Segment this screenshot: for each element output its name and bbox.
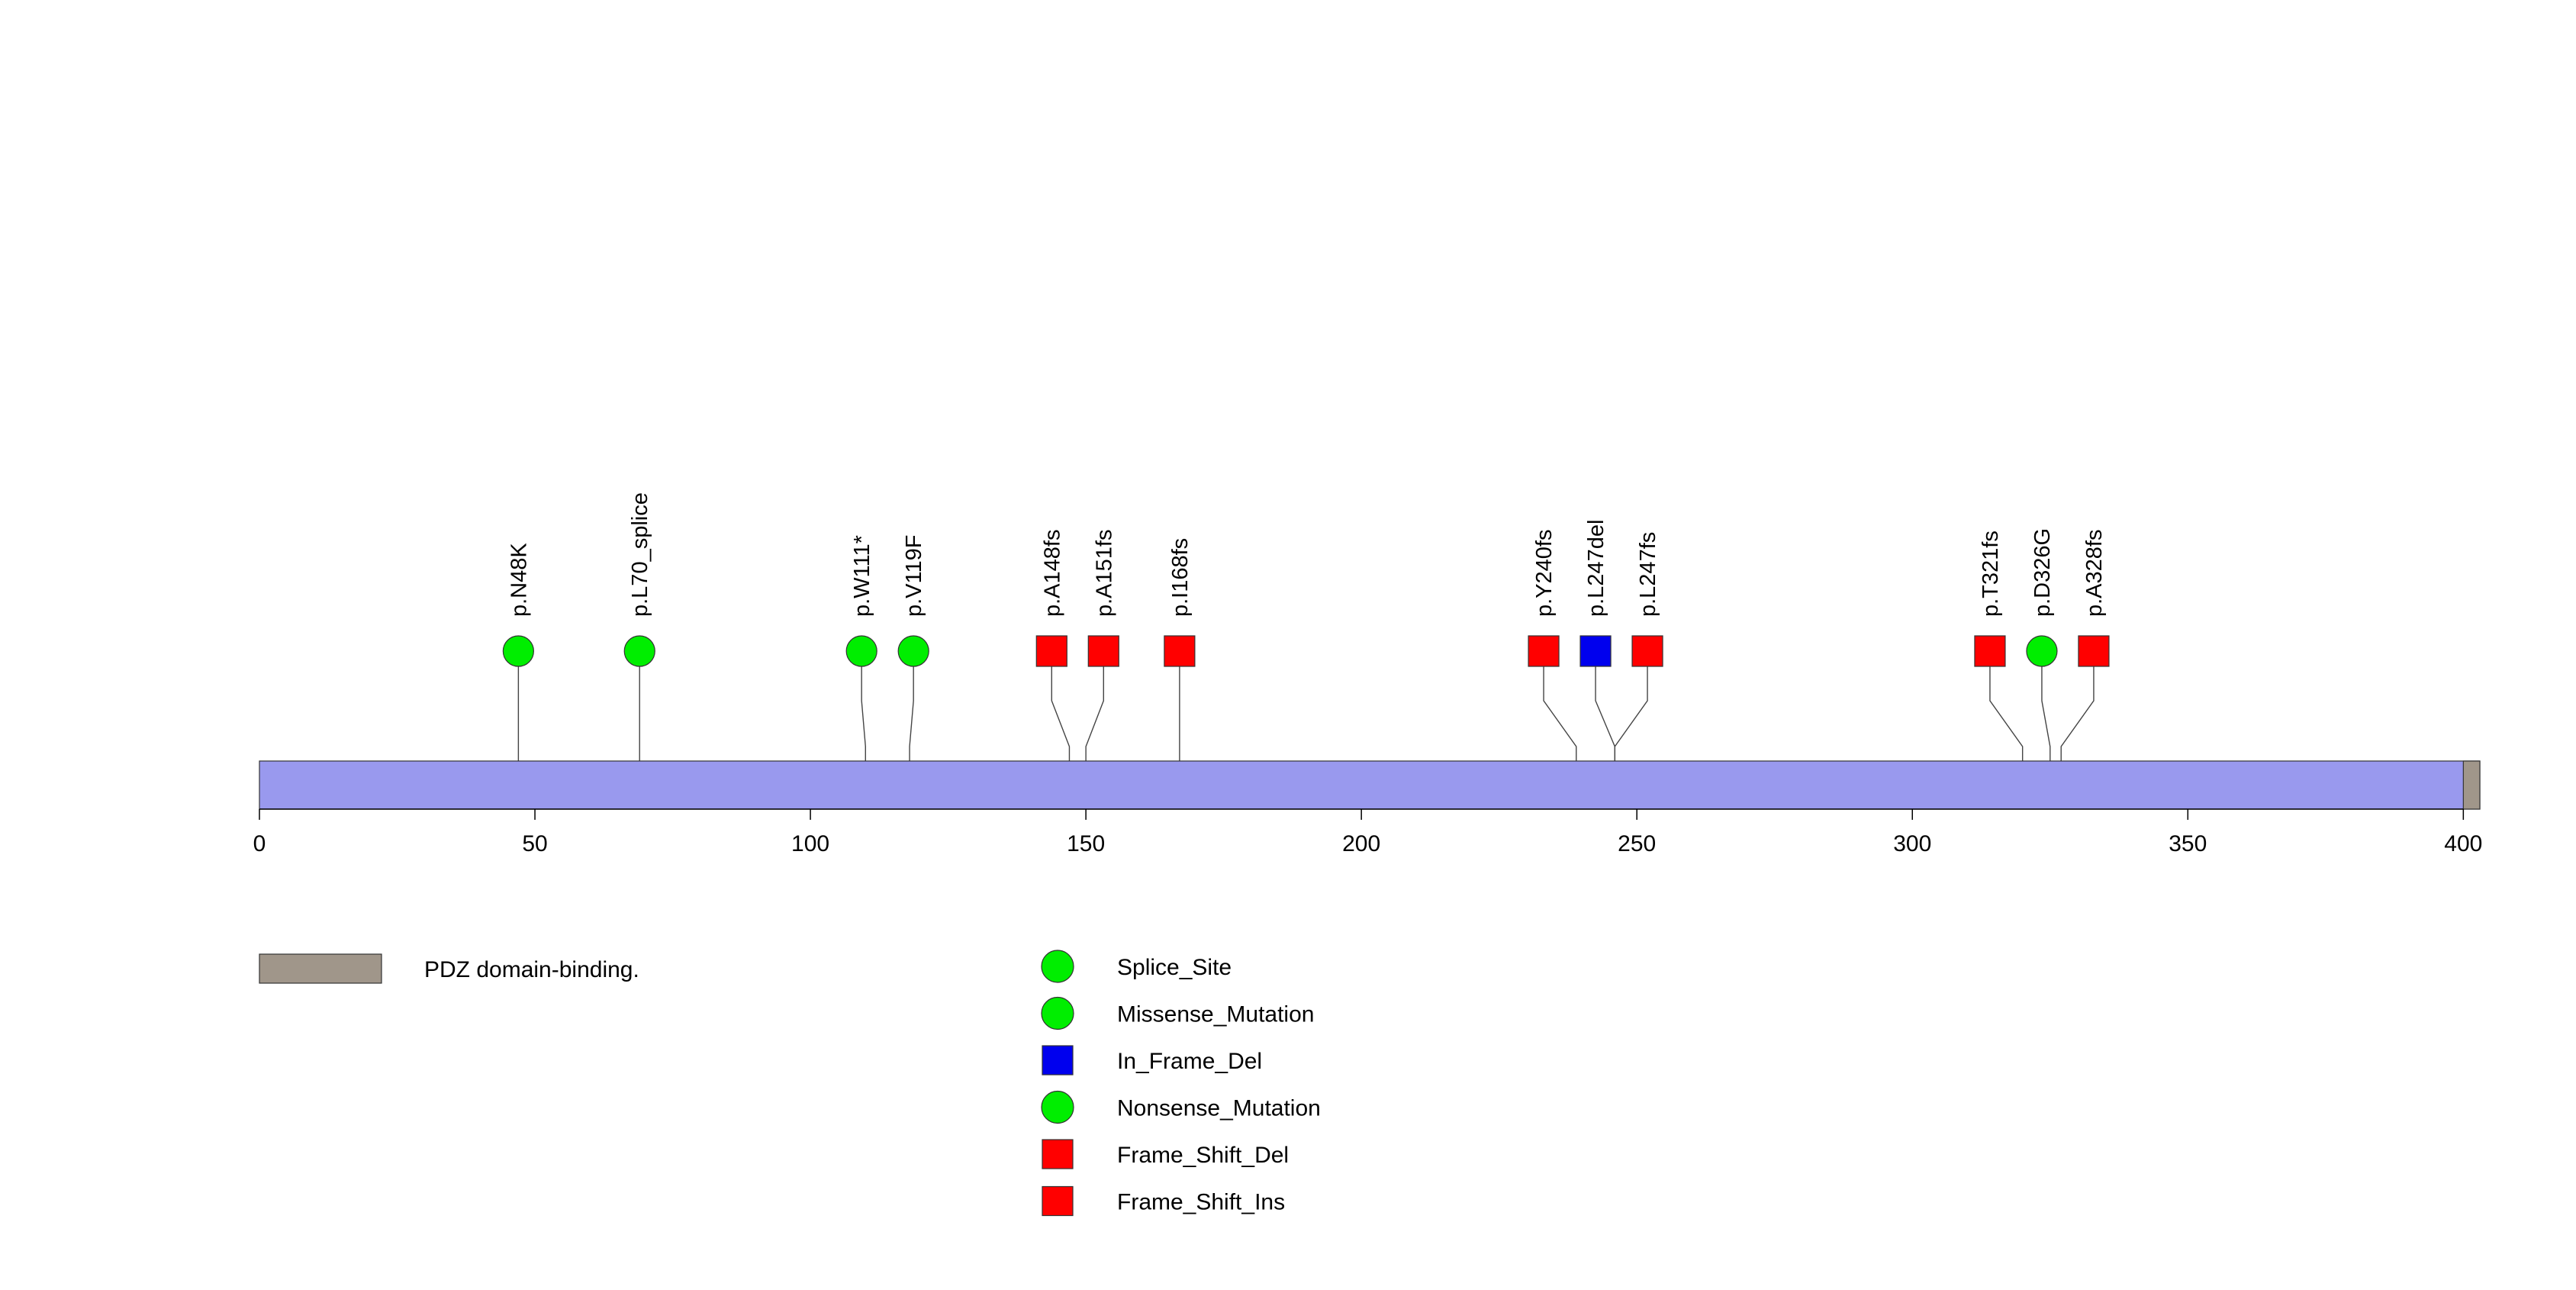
mutation-labels-layer: p.N48K p.L70_splice p.W111* p.V119F p.A148fs… [507,492,2107,617]
mutation-marker-square [2078,635,2110,667]
mutation-label: p.V119F [902,535,926,617]
legend-marker-square [1042,1185,1074,1217]
mutation-marker-circle [502,635,534,667]
domain-legend-swatch [259,953,382,984]
mutation-label: p.A148fs [1040,530,1064,617]
legend-marker-square [1042,1139,1074,1169]
mutation-label: p.L70_splice [628,492,652,617]
legend-label: Frame_Shift_Ins [1117,1190,1285,1215]
legend-label: Frame_Shift_Del [1117,1143,1289,1168]
legend-label: Splice_Site [1117,955,1232,980]
x-tick-label: 300 [1893,831,1931,856]
legend-marker-square [1042,1045,1074,1076]
mutation-label: p.W111* [850,535,874,617]
mutation-marker-square [1528,635,1560,667]
legend-label: In_Frame_Del [1117,1049,1262,1074]
x-tick-label: 50 [522,831,547,856]
mutation-marker-circle [897,635,929,667]
x-tick-label: 250 [1618,831,1656,856]
protein-backbone [259,760,2481,810]
mutation-label: p.T321fs [1979,531,2003,617]
legend-label: Missense_Mutation [1117,1002,1314,1027]
mutation-marker-square [1974,635,2006,667]
legend-marker-circle [1041,996,1074,1030]
x-axis: 0 50 100 150 200 250 300 350 400 [253,808,2482,856]
domain-legend-label: PDZ domain-binding. [424,957,639,982]
x-tick-label: 200 [1342,831,1380,856]
mutation-label: p.Y240fs [1532,530,1557,617]
mutation-marker-square [1579,635,1612,667]
x-tick-label: 150 [1067,831,1105,856]
x-tick-label: 100 [791,831,829,856]
x-tick-label: 0 [253,831,266,856]
mutation-label: p.A328fs [2082,530,2107,617]
protein-layer [259,760,2481,810]
mutation-marker-square [1035,635,1067,667]
legend-marker-circle [1041,950,1074,983]
legend-marker-circle [1041,1090,1074,1124]
x-tick-label: 350 [2169,831,2207,856]
mutation-marker-square [1164,635,1196,667]
mutation-marker-square [1631,635,1663,667]
mutation-marker-circle [845,635,877,667]
mutation-label: p.N48K [507,543,531,617]
mutation-label: p.D326G [2030,528,2055,617]
mutation-label: p.L247del [1584,520,1608,617]
mutation-label: p.I168fs [1168,538,1193,617]
legend: PDZ domain-binding. Splice_Site Missense_M… [259,950,1321,1217]
markers-layer [502,635,2110,667]
mutation-marker-circle [623,635,655,667]
mutation-marker-square [1087,635,1119,667]
legend-label: Nonsense_Mutation [1117,1096,1321,1121]
mutation-label: p.A151fs [1092,530,1116,617]
domain-0 [2462,760,2481,810]
mutation-label: p.L247fs [1636,532,1660,617]
mutation-marker-circle [2026,635,2058,667]
x-tick-label: 400 [2444,831,2482,856]
